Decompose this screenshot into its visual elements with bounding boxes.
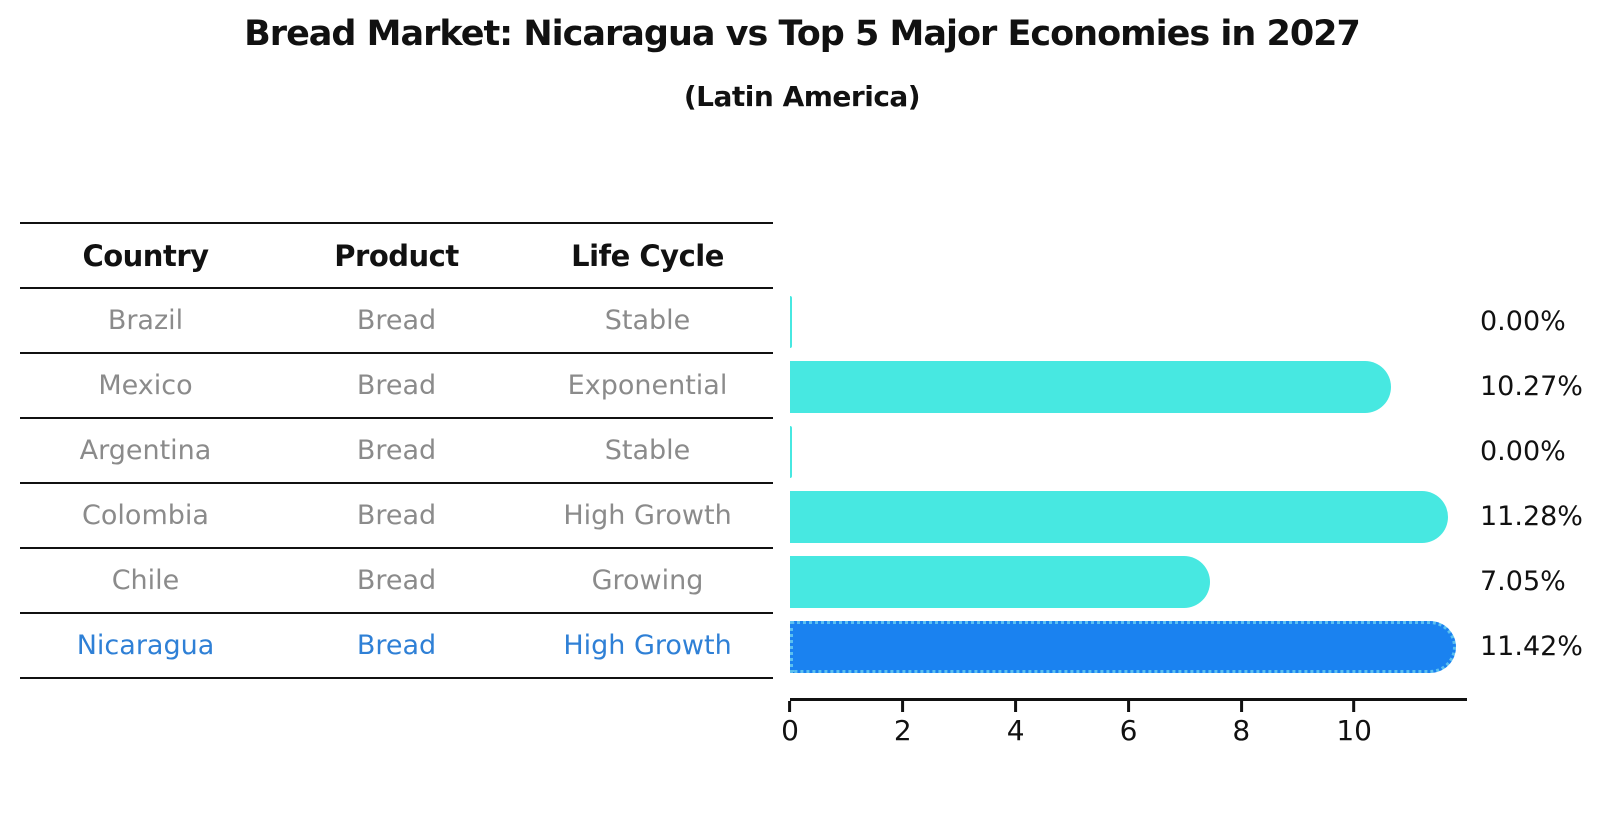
table-row-cells: Chile Bread Growing [20,549,773,614]
column-header-life-cycle: Life Cycle [571,238,724,273]
bar [790,360,1392,413]
life-cycle-cell: Exponential [567,370,728,401]
bar-track [790,549,1467,614]
column-header-country: Country [82,238,209,273]
table-and-bars: Country Product Life Cycle Brazil Bread … [20,222,1604,679]
x-axis-tickmark [1352,701,1356,712]
x-axis-tick: 10 [1336,701,1372,747]
x-axis-line [790,698,1467,701]
x-axis-tick: 4 [1007,701,1025,747]
x-axis-tickmark [901,701,905,712]
x-axis-tick-label: 0 [781,714,799,747]
table-row: Nicaragua Bread High Growth 11.42% [20,614,1604,679]
life-cycle-cell: High Growth [563,500,732,531]
product-cell: Bread [356,500,437,531]
x-axis-tick-label: 4 [1006,714,1025,747]
bar-track [790,289,1467,354]
table-row: Argentina Bread Stable 0.00% [20,419,1604,484]
bar [790,490,1449,543]
bar-value-label: 0.00% [1480,306,1566,337]
bar [790,555,1210,608]
bar-value-label: 7.05% [1480,566,1566,597]
table-row-cells: Nicaragua Bread High Growth [20,614,773,679]
country-cell: Colombia [82,500,209,531]
bar-track [790,419,1467,484]
country-cell: Argentina [79,435,212,466]
country-cell: Chile [111,565,180,596]
product-cell: Bread [356,435,437,466]
bar-track [790,354,1467,419]
x-axis-tick-label: 10 [1336,714,1372,747]
x-axis-tickmark [1126,701,1130,712]
table-row: Colombia Bread High Growth 11.28% [20,484,1604,549]
column-header-product: Product [334,238,459,273]
table-row-cells: Brazil Bread Stable [20,289,773,354]
x-axis-tick: 2 [894,701,912,747]
table-row: Brazil Bread Stable 0.00% [20,289,1604,354]
bar [790,295,792,348]
product-cell: Bread [356,305,437,336]
rows-container: Brazil Bread Stable 0.00% Mexico Bread E… [20,289,1604,679]
bar-value-label: 11.42% [1480,631,1583,662]
bar-value-label: 0.00% [1480,436,1566,467]
table-header-cells: Country Product Life Cycle [20,222,773,289]
country-cell: Mexico [98,370,193,401]
x-axis-tick: 6 [1119,701,1138,747]
x-axis-tick-label: 2 [893,714,912,747]
table-row-cells: Mexico Bread Exponential [20,354,773,419]
bar-value-label: 10.27% [1480,371,1583,402]
x-axis-tickmark [1239,701,1243,712]
x-axis-tick-label: 6 [1119,714,1138,747]
bar [790,620,1457,673]
country-cell: Nicaragua [76,630,215,661]
x-axis-tickmark [788,701,792,712]
table-header-row: Country Product Life Cycle [20,222,1604,289]
bar-track [790,484,1467,549]
product-cell: Bread [356,565,437,596]
product-cell: Bread [356,630,437,661]
x-axis: 0 2 4 6 8 10 [781,698,1467,748]
x-axis-tick: 8 [1232,701,1250,747]
x-axis-tick: 0 [781,701,799,747]
life-cycle-cell: Growing [591,565,704,596]
x-axis-tickmark [1014,701,1018,712]
life-cycle-cell: Stable [604,305,691,336]
bar [790,425,792,478]
bar-track [790,614,1467,679]
life-cycle-cell: Stable [604,435,691,466]
table-row: Chile Bread Growing 7.05% [20,549,1604,614]
chart-title: Bread Market: Nicaragua vs Top 5 Major E… [244,14,1361,54]
product-cell: Bread [356,370,437,401]
table-row-cells: Colombia Bread High Growth [20,484,773,549]
x-axis-tick-label: 8 [1232,714,1251,747]
chart-subtitle: (Latin America) [683,80,921,113]
bar-value-label: 11.28% [1480,501,1583,532]
life-cycle-cell: High Growth [563,630,732,661]
country-cell: Brazil [107,305,184,336]
table-row: Mexico Bread Exponential 10.27% [20,354,1604,419]
table-row-cells: Argentina Bread Stable [20,419,773,484]
